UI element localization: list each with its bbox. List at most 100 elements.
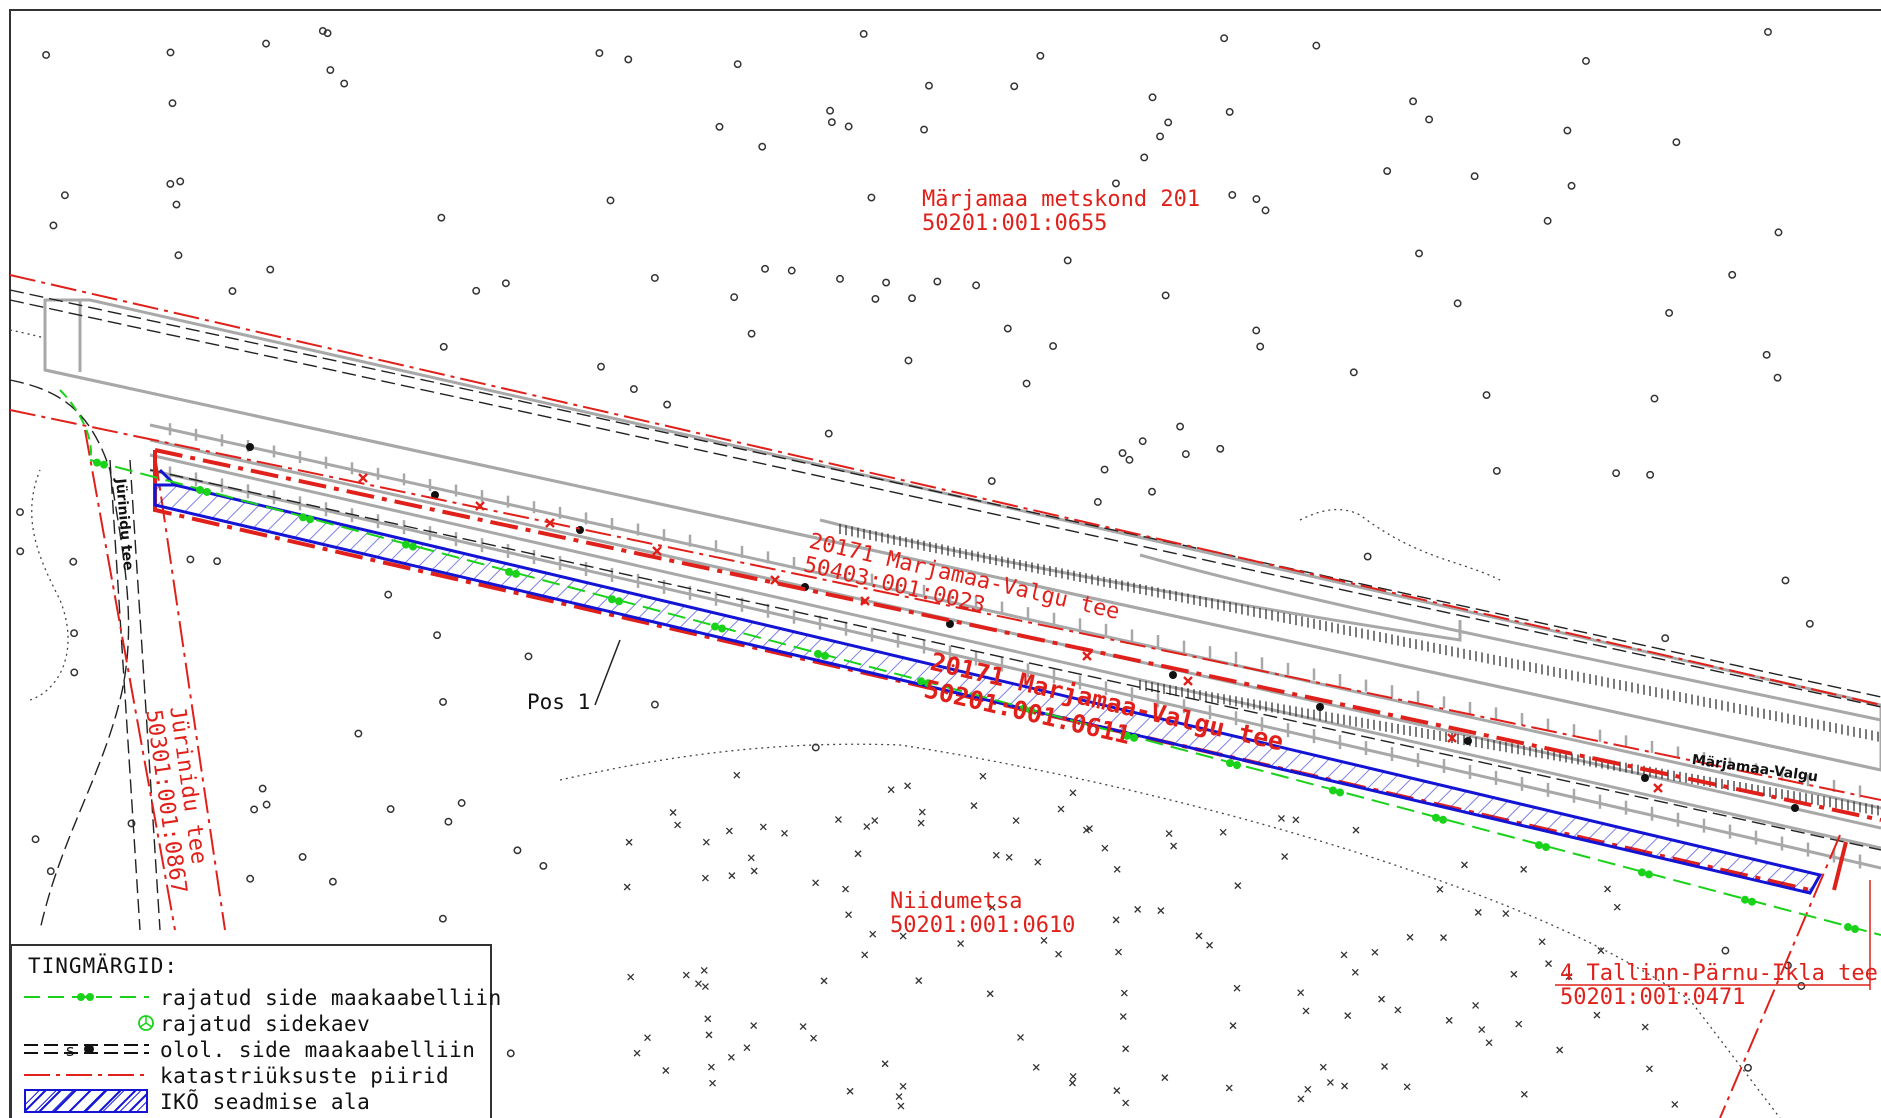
meadow-x-icon	[1319, 1063, 1327, 1071]
legend-title: TINGMÄRGID:	[28, 954, 179, 978]
tree-circle-icon	[1383, 167, 1392, 175]
boundary-x-icon	[545, 518, 555, 528]
tree-circle-icon	[1216, 444, 1225, 453]
meadow-x-icon	[979, 772, 987, 780]
tree-circle-icon	[1063, 256, 1072, 265]
meadow-x-icon	[1641, 1023, 1649, 1031]
meadow-x-icon	[915, 977, 923, 985]
meadow-x-icon	[799, 1023, 807, 1030]
meadow-x-icon	[682, 971, 690, 979]
meadow-x-icon	[725, 827, 733, 835]
meadow-x-icon	[1597, 947, 1605, 955]
tree-circle-icon	[439, 697, 447, 706]
tree-circle-icon	[524, 652, 533, 661]
tree-circle-icon	[1181, 450, 1190, 459]
meadow-x-icon	[1057, 805, 1065, 813]
tree-circle-icon	[70, 668, 79, 677]
tree-circle-icon	[1176, 422, 1185, 431]
tree-circle-icon	[1728, 270, 1737, 279]
tree-circle-icon	[262, 800, 271, 809]
tree-circle-icon	[987, 477, 996, 486]
tree-circle-icon	[1225, 107, 1234, 116]
tree-circle-icon	[228, 287, 237, 296]
tree-circle-icon	[262, 39, 271, 48]
tree-circle-icon	[650, 700, 659, 709]
tree-circle-icon	[758, 142, 767, 151]
new-cable-marker-icon	[1130, 733, 1138, 742]
tree-circle-icon	[826, 106, 835, 115]
meadow-x-icon	[1233, 984, 1241, 992]
meadow-x-icon	[1055, 950, 1063, 958]
legend-item: rajatud sidekaev	[12, 1010, 492, 1036]
meadow-x-icon	[1032, 1063, 1040, 1071]
meadow-x-icon	[669, 809, 677, 816]
meadow-x-icon	[1478, 1026, 1486, 1034]
tree-circle-icon	[1138, 437, 1147, 446]
tree-circle-icon	[49, 221, 58, 230]
existing-cable-markers	[246, 443, 1799, 812]
tree-circle-icon	[1415, 249, 1423, 258]
new-cable-marker-icon	[1329, 786, 1337, 795]
meadow-x-icon	[1297, 1095, 1305, 1103]
meadow-x-icon	[700, 966, 708, 974]
meadow-x-icon	[1510, 970, 1518, 978]
tree-circle-icon	[1762, 350, 1771, 359]
meadow-x-icon	[1556, 1046, 1564, 1054]
tree-circle-icon	[60, 191, 69, 200]
meadow-x-icon	[1440, 934, 1447, 942]
tree-circle-icon	[174, 251, 183, 260]
boundary-x-icon	[1447, 733, 1457, 743]
tree-circle-icon	[1112, 179, 1120, 188]
new-cable-marker-icon	[1542, 843, 1550, 852]
meadow-x-icon	[1344, 1012, 1352, 1020]
meadow-x-icon	[820, 977, 828, 985]
meadow-x-icon	[627, 973, 635, 981]
meadow-x-icon	[1403, 1083, 1411, 1091]
new-cable-marker-icon	[93, 458, 101, 467]
new-cable-marker-icon	[196, 485, 204, 494]
meadow-x-icon	[1113, 1087, 1121, 1095]
tree-circle-icon	[439, 342, 448, 351]
new-cable-marker-icon	[1123, 731, 1131, 740]
meadow-x-icon	[1017, 1033, 1024, 1041]
tree-circle-icon	[42, 51, 51, 59]
tree-circle-icon	[298, 852, 307, 861]
new-cable-marker-icon	[814, 649, 822, 658]
meadow-x-icon	[701, 983, 709, 991]
tree-circle-icon	[595, 49, 604, 58]
meadow-x-icon	[1040, 936, 1048, 944]
tree-circle-icon	[1261, 206, 1270, 215]
tree-circle-icon	[246, 874, 255, 883]
tree-circle-icon	[1774, 228, 1783, 237]
tree-circle-icon	[258, 784, 267, 793]
new-cable-marker-icon	[821, 651, 829, 660]
tree-circle-icon	[1022, 379, 1031, 388]
svg-text:s: s	[66, 1041, 74, 1060]
meadow-x-icon	[1352, 826, 1360, 834]
meadow-x-icon	[970, 802, 978, 810]
new-cable-marker-icon	[917, 677, 925, 686]
tree-circle-icon	[1781, 576, 1790, 585]
legend-item: s olol. side maakaabelliin	[12, 1036, 492, 1062]
parcel-id: 50201:001:0471	[1560, 985, 1746, 1010]
tree-circle-icon	[1140, 153, 1149, 162]
new-cable-marker-icon	[1748, 897, 1756, 906]
tree-circle-icon	[127, 819, 136, 828]
parcel-id: 50201:001:0610	[890, 913, 1076, 938]
tree-circle-icon	[506, 1049, 515, 1058]
tree-circle-icon	[827, 118, 836, 127]
tree-circle-icon	[1252, 326, 1261, 335]
new-cable-marker-icon	[608, 595, 616, 604]
meadow-x-icon	[957, 940, 965, 947]
legend-label: katastriüksuste piirid	[160, 1064, 450, 1088]
tree-circle-icon	[1661, 634, 1670, 643]
meadow-x-icon	[1671, 1100, 1679, 1108]
tree-circle-icon	[1773, 373, 1782, 382]
meadow-x-icon	[623, 883, 631, 891]
meadow-x-icon	[1436, 885, 1444, 893]
pos-leader-line	[594, 639, 621, 706]
tree-circle-icon	[747, 329, 756, 338]
tree-circle-icon	[1646, 470, 1655, 479]
landuse-boundary	[559, 743, 1781, 1118]
meadow-x-icon	[1515, 1020, 1523, 1028]
